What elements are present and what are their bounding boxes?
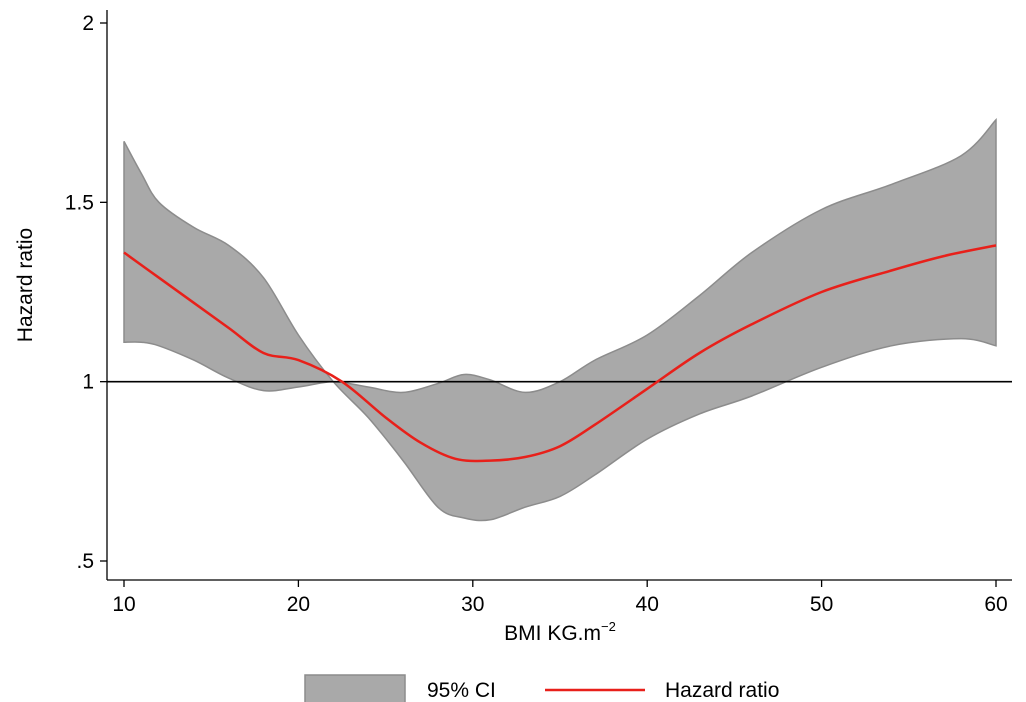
- ci-band: [123, 117, 997, 522]
- y-axis: .5 1 1.5 2: [65, 10, 108, 580]
- x-tick-label: 30: [461, 593, 484, 616]
- legend-label-ci: 95% CI: [427, 679, 496, 702]
- y-tick-label: 1.5: [65, 191, 94, 214]
- x-tick-label: 20: [287, 593, 310, 616]
- x-axis-title-base: BMI KG.m: [504, 622, 601, 645]
- x-axis-title: BMI KG.m−2: [504, 619, 616, 645]
- plot-area: [107, 117, 1012, 522]
- x-tick-label: 60: [984, 593, 1007, 616]
- legend-swatch-ci: [304, 674, 406, 702]
- y-tick-label: 1: [82, 371, 94, 394]
- legend-label-hazard-ratio: Hazard ratio: [665, 679, 779, 702]
- hazard-ratio-line: [123, 244, 997, 463]
- x-tick-label: 40: [636, 593, 659, 616]
- y-tick-label: 2: [82, 12, 94, 35]
- x-tick-label: 50: [810, 593, 833, 616]
- x-axis-title-superscript: −2: [601, 619, 616, 634]
- x-tick-label: 10: [112, 593, 135, 616]
- y-axis-title: Hazard ratio: [14, 228, 37, 342]
- y-tick-label: .5: [76, 550, 94, 573]
- legend: 95% CI Hazard ratio: [304, 674, 779, 702]
- x-axis: 10 20 30 40 50 60: [107, 579, 1012, 616]
